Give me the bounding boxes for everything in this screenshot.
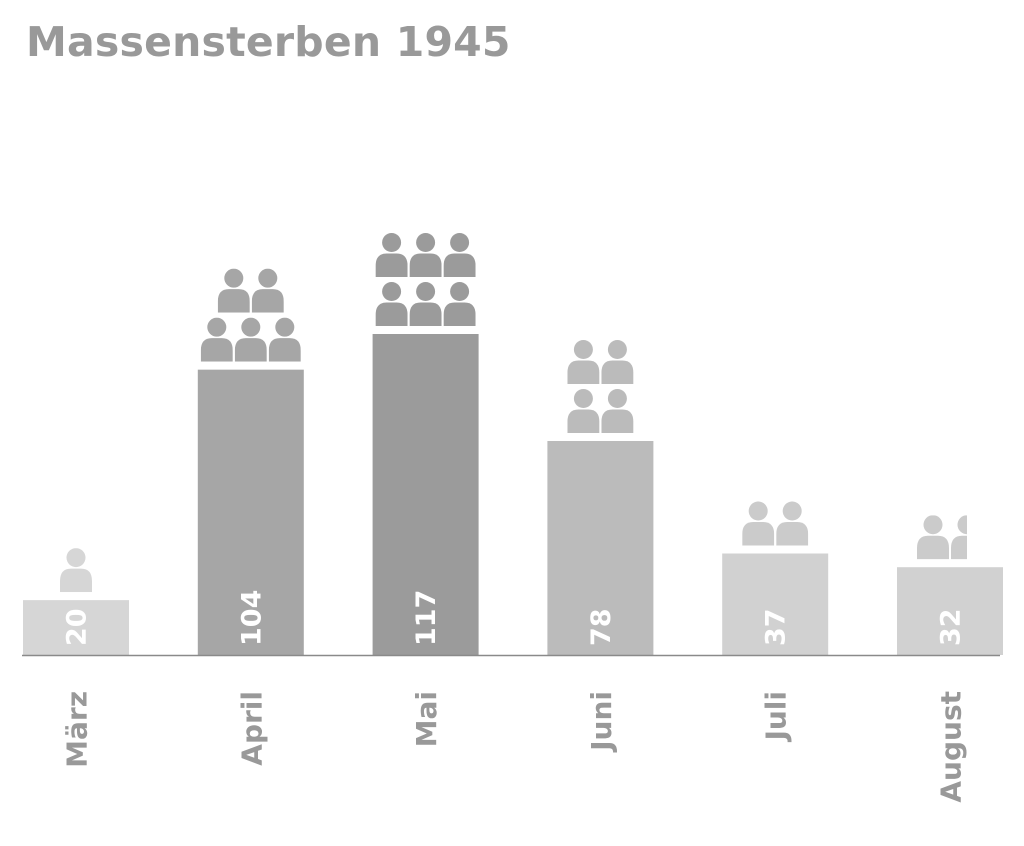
category-label-3: Mai <box>410 691 443 747</box>
category-label-5: Juli <box>760 691 793 743</box>
value-label-2: 104 <box>236 590 267 646</box>
value-label-5: 37 <box>761 608 792 646</box>
person-icon-3-5 <box>409 233 442 277</box>
person-icon-1-1 <box>60 548 92 593</box>
bar-6 <box>897 567 1003 655</box>
person-icon-3-3 <box>443 282 476 326</box>
person-icon-4-1 <box>567 389 600 433</box>
value-label-4: 78 <box>586 608 617 646</box>
bar-5 <box>722 553 829 655</box>
person-icon-4-3 <box>567 340 600 384</box>
person-icon-2-1 <box>200 317 233 362</box>
person-icon-3-6 <box>443 233 476 277</box>
category-label-1: März <box>61 691 94 768</box>
person-icon-5-1 <box>742 501 775 546</box>
category-label-2: April <box>235 691 268 766</box>
value-label-1: 20 <box>62 608 93 646</box>
bar-3 <box>372 334 479 655</box>
person-icon-4-2 <box>601 389 634 433</box>
person-icon-3-2 <box>409 282 442 326</box>
person-icon-4-4 <box>601 340 634 384</box>
category-label-4: Juni <box>585 691 618 753</box>
person-icon-3-1 <box>375 282 408 326</box>
person-half-icon-6 <box>951 515 967 560</box>
person-icon-3-4 <box>375 233 408 277</box>
value-label-3: 117 <box>411 590 442 646</box>
bar-1 <box>23 600 129 655</box>
person-icon-2-2 <box>234 317 267 362</box>
chart-title: Massensterben 1945 <box>26 18 511 66</box>
bar-4 <box>547 441 654 655</box>
person-icon-6-1 <box>917 515 949 560</box>
bar-2 <box>197 369 304 655</box>
person-icon-2-3 <box>268 317 301 362</box>
person-icon-5-2 <box>776 501 809 546</box>
person-icon-2-5 <box>251 268 284 313</box>
person-icon-2-4 <box>217 268 250 313</box>
value-label-6: 32 <box>936 608 967 646</box>
category-label-6: August <box>935 691 968 803</box>
person-half-icon-6-2 <box>951 515 967 560</box>
